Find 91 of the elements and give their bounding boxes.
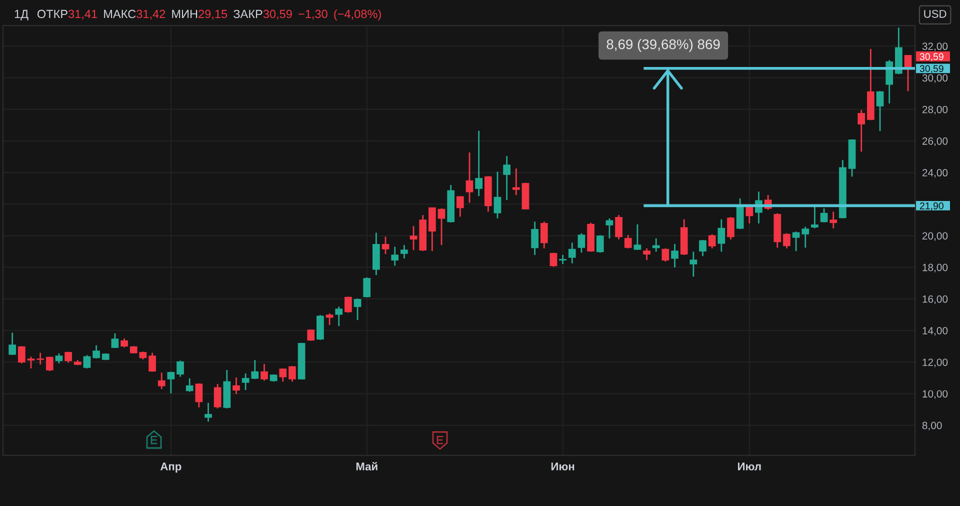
y-tick-label: 30,00 [922,74,948,83]
candlestick [18,345,26,364]
candlestick [820,208,828,223]
candlestick [428,206,436,252]
candlestick [624,234,632,250]
candlestick [64,350,72,364]
y-tick-label: 14,00 [922,327,948,336]
y-tick-label: 18,00 [922,264,948,272]
candlestick [699,239,706,257]
candlestick [400,244,408,260]
candlestick [671,243,678,268]
candlestick [438,208,446,246]
candlestick [260,363,268,382]
candlestick [466,152,474,204]
candlestick [111,332,119,349]
candlestick [27,356,35,370]
candlestick [690,250,698,278]
chart-title: 1Д [14,10,28,20]
candlestick [186,378,194,392]
candlestick [92,344,100,360]
candlestick [830,211,838,229]
candlestick [326,312,334,326]
candlestick [606,218,614,240]
candlestick [279,368,287,382]
y-tick-label: 10,00 [922,390,948,399]
candlestick [195,382,203,408]
candlestick [503,155,510,201]
candlestick [634,224,642,251]
candlestick [167,371,175,394]
x-tick-label: Апр [160,462,182,473]
candlestick [204,402,212,422]
candlestick [708,234,716,250]
y-tick-label: 12,00 [922,358,948,368]
y-tick-label: 32,00 [922,42,948,52]
ref-line-label: 30,59 [920,65,944,74]
y-tick-label: 20,00 [922,232,948,241]
candlestick [858,109,866,152]
candlestick [531,220,538,256]
y-tick-label: 8,00 [922,422,942,430]
candlestick [550,252,558,268]
y-axis-title: USD [924,10,946,18]
candlestick [662,248,670,262]
candlestick [46,356,54,372]
candlestick [288,365,296,382]
candlestick [802,226,810,248]
candlestick [410,225,418,251]
candlestick [176,360,184,378]
ref-line-label: 21,90 [920,202,944,210]
text: 30,59 [920,53,944,62]
candlestick [596,234,604,254]
candlestick [344,296,352,314]
candlestick [148,352,156,372]
candlestick [120,338,128,348]
candlestick [494,171,502,220]
x-tick-label: Май [356,462,378,470]
candlestick [335,306,343,327]
candlestick [232,376,240,395]
candlestick [55,352,63,364]
candlestick [363,276,371,298]
text: ОТКР31,41 МАКС31,42 МИН29,15 ЗАКР30,59 −1,30 (−4,08%) [37,10,381,20]
candlestick [811,206,818,229]
candlestick [391,246,399,266]
candlestick [652,238,660,252]
candlestick [643,248,650,261]
candlestick [512,168,520,196]
candlestick [876,90,884,132]
candlestick [718,218,726,252]
candlestick [8,332,16,356]
y-tick-label: 26,00 [922,137,948,146]
y-tick-label: 16,00 [922,295,948,304]
y-tick-label: 28,00 [922,106,948,114]
candlestick [615,214,622,240]
candlestick [354,298,362,321]
candlestick [214,383,222,410]
candlestick [158,372,166,390]
candlestick [456,195,464,218]
candlestick [316,314,324,341]
candlestick [727,216,734,240]
annotation: 8,69 (39,68%) 869 [606,39,720,52]
candlestick [382,236,390,255]
candlestick [783,232,790,250]
candlestick [36,352,44,366]
x-tick-label: Июн [551,462,574,470]
x-tick-label: Июл [738,462,761,470]
candlestick [578,232,586,254]
candlestick [475,130,483,197]
candlestick [568,242,576,264]
y-tick-label: 24,00 [922,169,948,178]
candlestick [559,254,566,265]
candlestick [540,220,548,250]
candlestick [83,354,91,370]
